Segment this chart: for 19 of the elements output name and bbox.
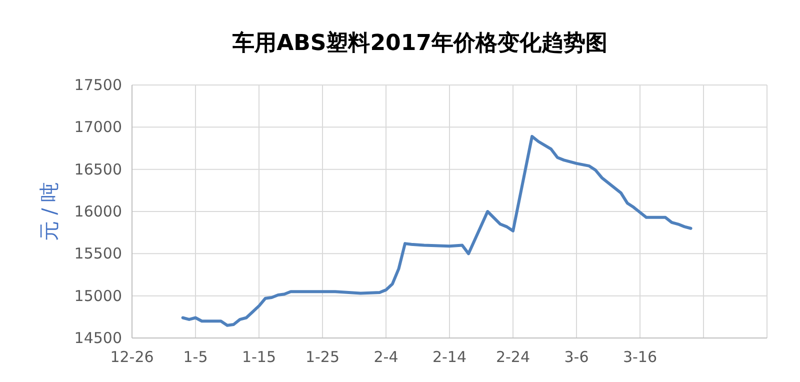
y-tick-label: 16500	[74, 160, 122, 178]
y-tick-label: 14500	[74, 329, 122, 347]
line-series	[181, 134, 692, 327]
y-tick-label: 15000	[74, 286, 122, 305]
chart-title: 车用ABS塑料2017年价格变化趋势图	[232, 30, 608, 56]
x-tick-label: 2-4	[374, 348, 398, 366]
x-tick-label: 1-25	[305, 348, 340, 366]
y-tick-label: 17000	[74, 118, 122, 136]
x-tick-label: 1-15	[242, 348, 276, 366]
y-tick-label: 15500	[74, 244, 122, 263]
x-tick-label: 3-16	[622, 348, 658, 366]
x-tick-label: 12-26	[110, 348, 154, 366]
x-tick-label: 3-6	[564, 348, 589, 366]
x-tick-label: 2-24	[496, 348, 530, 366]
y-axis-title: 元 / 吨	[37, 182, 61, 242]
y-tick-label: 17500	[74, 76, 122, 94]
x-tick-label: 1-5	[183, 348, 208, 366]
y-tick-label: 16000	[74, 202, 122, 220]
x-tick-label: 2-14	[432, 348, 467, 366]
